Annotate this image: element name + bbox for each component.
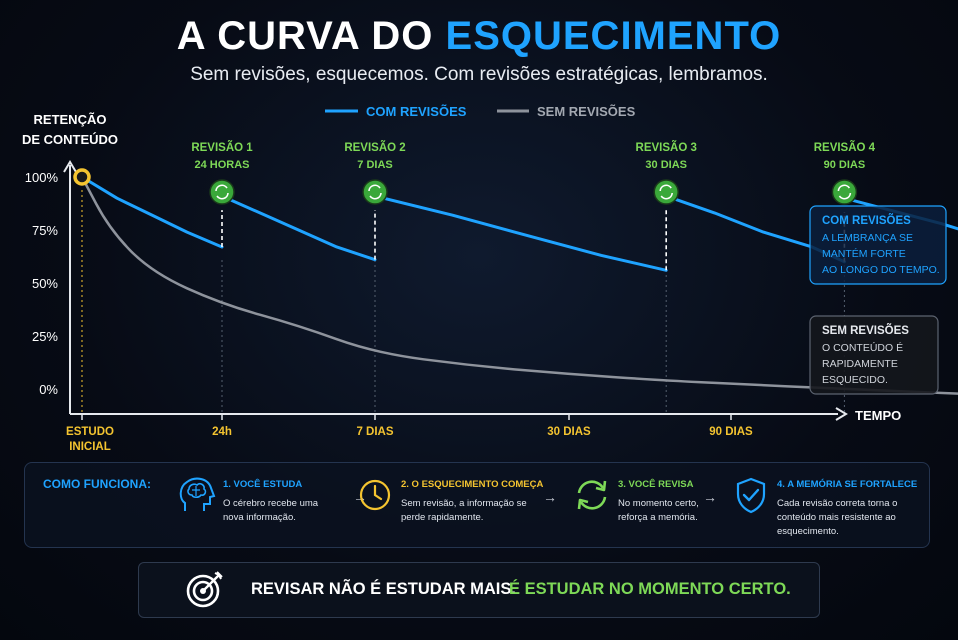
review-refresh-arc-2 — [369, 192, 382, 200]
review-time-label: 7 DIAS — [357, 159, 392, 171]
callout-without-reviews-line: ESQUECIDO. — [822, 374, 888, 386]
brain-head-icon — [179, 477, 216, 511]
page-subtitle: Sem revisões, esquecemos. Com revisões e… — [190, 64, 768, 85]
step-strengthen-desc: Cada revisão correta torna o conteúdo ma… — [777, 498, 898, 537]
step-study-title: 1. VOCÊ ESTUDA — [223, 479, 303, 490]
review-refresh-icon — [362, 179, 388, 205]
x-axis-label: TEMPO — [855, 408, 901, 423]
callout-without-reviews-line: RAPIDAMENTE — [822, 358, 898, 370]
start-point-marker — [73, 168, 91, 186]
review-refresh-icon — [209, 179, 235, 205]
callout-with-reviews-title: COM REVISÕES — [822, 214, 911, 227]
callout-with-reviews — [809, 205, 947, 285]
series-segment-with-reviews — [220, 194, 377, 262]
step-review-title: 3. VOCÊ REVISA — [618, 479, 694, 490]
series-segment-with-reviews — [80, 175, 224, 249]
review-refresh-arc-2 — [660, 192, 673, 200]
callout-without-reviews-title: SEM REVISÕES — [822, 324, 909, 337]
review-refresh-icon — [653, 179, 679, 205]
review-refresh-icon — [831, 179, 858, 205]
shield-check-icon — [736, 477, 766, 514]
step-study-desc: O cérebro recebe uma nova informação. — [223, 498, 319, 523]
review-refresh-arc-2 — [838, 192, 852, 200]
step-arrow-2: → — [543, 489, 557, 505]
callout-without-reviews-line: O CONTEÚDO É — [822, 341, 903, 354]
clock-icon — [359, 479, 391, 511]
x-tick-label: 7 DIAS — [356, 426, 393, 438]
callout-with-reviews-line: AO LONGO DO TEMPO. — [822, 264, 940, 276]
review-label: REVISÃO 1 — [191, 141, 253, 154]
y-axis-arrow — [63, 160, 77, 173]
x-tick-label: 24h — [212, 426, 232, 438]
step-review-desc: No momento certo, reforça a memória. — [618, 498, 699, 523]
step-strengthen-title: 4. A MEMÓRIA SE FORTALECE — [777, 479, 918, 490]
y-tick-label: 0% — [39, 382, 58, 397]
review-time-label: 90 DIAS — [824, 159, 866, 171]
callout-without-reviews — [809, 315, 939, 395]
legend-label-with-reviews: COM REVISÕES — [366, 104, 467, 119]
how-it-works-label: COMO FUNCIONA: — [43, 477, 151, 491]
series-line-without-reviews — [80, 175, 958, 395]
review-label: REVISÃO 3 — [636, 141, 697, 154]
y-axis-label: RETENÇÃO — [34, 112, 107, 127]
target-arrow-icon — [186, 571, 223, 608]
x-axis-arrow — [835, 407, 848, 421]
review-refresh-arc-1 — [368, 184, 381, 192]
review-refresh-arc-1 — [659, 184, 672, 192]
review-time-label: 30 DIAS — [645, 159, 687, 171]
review-refresh-arc-1 — [215, 184, 228, 192]
x-tick-label: INICIAL — [69, 441, 111, 453]
y-tick-label: 50% — [32, 276, 58, 291]
how-it-works-panel: COMO FUNCIONA: 1. VOCÊ ESTUDA O cérebro … — [24, 462, 930, 548]
x-tick-label: 30 DIAS — [547, 426, 591, 438]
title-main: A CURVA DO — [176, 14, 446, 58]
y-tick-label: 25% — [32, 329, 58, 344]
banner-text-main: REVISAR NÃO É ESTUDAR MAIS. — [251, 580, 516, 598]
step-forgetting-title: 2. O ESQUECIMENTO COMEÇA — [401, 479, 544, 490]
conclusion-banner: REVISAR NÃO É ESTUDAR MAIS. É ESTUDAR NO… — [138, 562, 820, 618]
x-tick-label: 90 DIAS — [709, 426, 753, 438]
y-axis-label: DE CONTEÚDO — [22, 132, 118, 147]
legend-label-without-reviews: SEM REVISÕES — [537, 104, 636, 119]
y-tick-label: 75% — [32, 223, 58, 238]
forgetting-curve-chart: RETENÇÃO DE CONTEÚDO TEMPO 100% 75% 50% 25% 0% E… — [22, 104, 958, 453]
step-forgetting-desc: Sem revisão, a informação se perde rapid… — [401, 498, 527, 523]
x-tick-label: ESTUDO — [66, 426, 114, 438]
refresh-icon — [577, 480, 607, 510]
review-label: REVISÃO 4 — [814, 141, 876, 154]
review-refresh-arc-1 — [837, 184, 851, 192]
y-tick-label: 100% — [25, 170, 59, 185]
callout-with-reviews-line: A LEMBRANÇA SE — [822, 232, 913, 244]
review-time-label: 24 HORAS — [194, 159, 249, 171]
banner-text-highlight: É ESTUDAR NO MOMENTO CERTO. — [509, 580, 791, 598]
callout-with-reviews-line: MANTÉM FORTE — [822, 247, 906, 260]
review-refresh-arc-2 — [216, 192, 229, 200]
review-label: REVISÃO 2 — [344, 141, 405, 154]
series-segment-with-reviews — [373, 194, 668, 272]
step-arrow-3: → — [703, 489, 717, 505]
page-title: A CURVA DO ESQUECIMENTO — [0, 14, 958, 59]
title-highlight: ESQUECIMENTO — [445, 14, 782, 58]
